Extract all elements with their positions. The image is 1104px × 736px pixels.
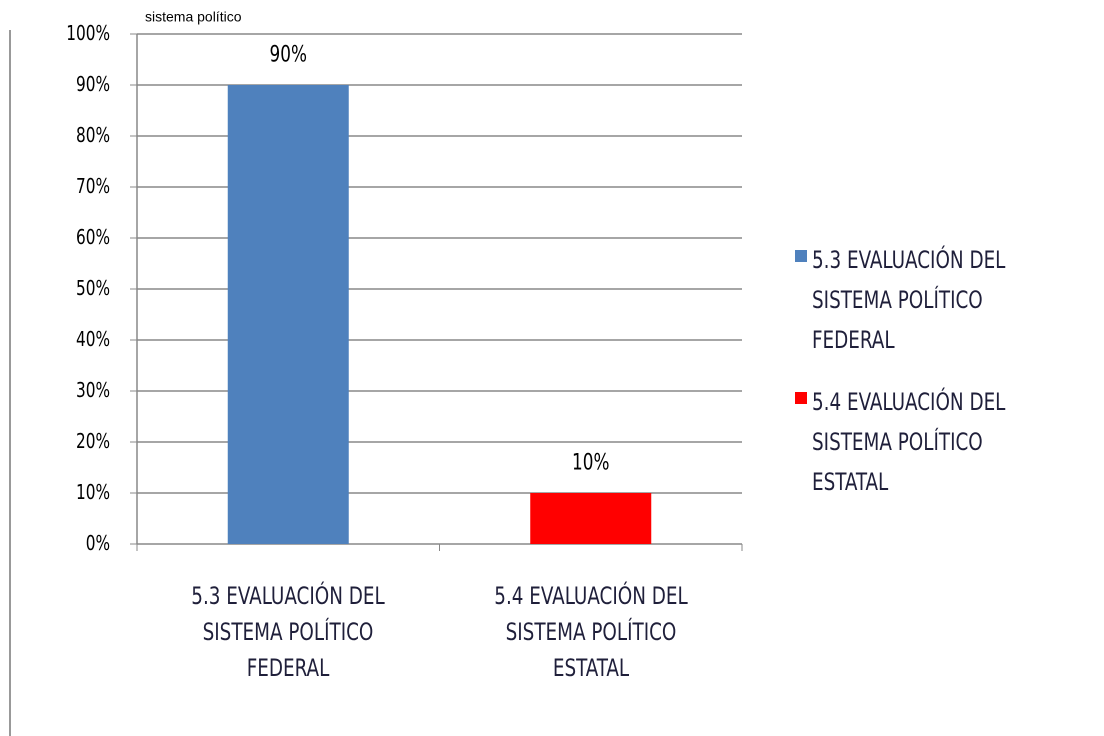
bar [530, 493, 652, 544]
y-tick-label: 70% [76, 176, 110, 199]
legend-label: 5.3 EVALUACIÓN DEL SISTEMA POLÍTICO FEDE… [812, 246, 1006, 354]
y-tick-label: 40% [76, 329, 110, 352]
bar [227, 85, 349, 544]
x-tick-label: 5.3 EVALUACIÓN DEL SISTEMA POLÍTICO FEDE… [191, 582, 385, 682]
y-tick-label: 30% [76, 380, 110, 403]
y-tick-label: 80% [76, 125, 110, 148]
y-tick-label: 50% [76, 278, 110, 301]
y-tick-label: 20% [76, 431, 110, 454]
x-tick-label: 5.4 EVALUACIÓN DEL SISTEMA POLÍTICO ESTA… [494, 582, 688, 682]
y-tick-label: 10% [76, 482, 110, 505]
y-tick-label: 0% [86, 533, 110, 556]
y-tick-label: 100% [66, 23, 110, 46]
legend-swatch [795, 250, 807, 262]
y-tick-label: 60% [76, 227, 110, 250]
value-label: 90% [270, 41, 307, 67]
legend-swatch [795, 392, 807, 404]
value-label: 10% [572, 449, 609, 475]
legend-label: 5.4 EVALUACIÓN DEL SISTEMA POLÍTICO ESTA… [812, 388, 1006, 496]
y-tick-label: 90% [76, 74, 110, 97]
chart-title: sistema político [145, 9, 242, 25]
